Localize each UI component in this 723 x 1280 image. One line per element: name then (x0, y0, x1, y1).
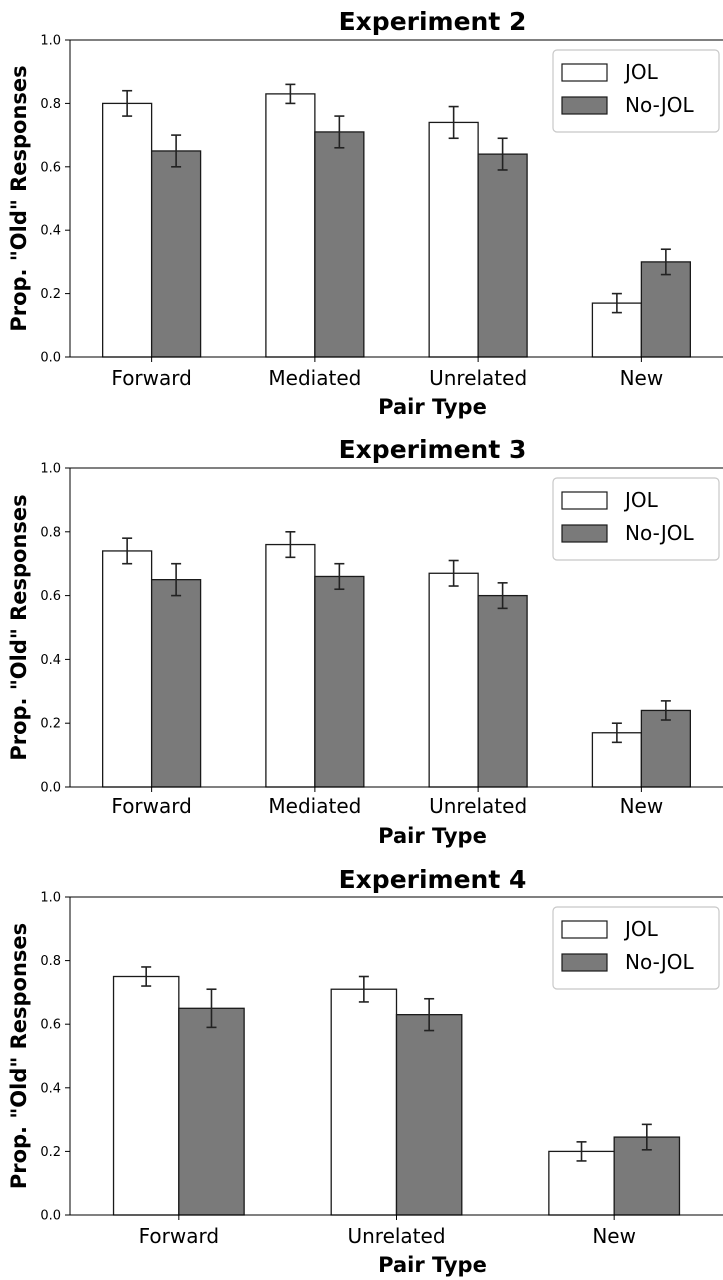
y-tick-label: 1.0 (40, 462, 61, 477)
bar-no-jol-mediated (314, 131, 365, 358)
x-tick-label: Mediated (268, 794, 361, 818)
x-axis-label: Pair Type (378, 395, 487, 419)
legend: JOL No-JOL (552, 906, 720, 990)
y-tick-label: 0.2 (40, 287, 61, 302)
bar-jol-unrelated (428, 572, 479, 788)
x-axis-label: Pair Type (378, 824, 487, 848)
bar-no-jol-forward (178, 1007, 245, 1216)
x-tick-label: Forward (139, 1224, 219, 1248)
x-tick-label: Unrelated (347, 1224, 445, 1248)
y-tick-label: 0.0 (40, 1209, 61, 1224)
bar-no-jol-mediated (314, 575, 365, 788)
legend-swatch-no-jol (561, 953, 608, 972)
y-tick-label: 0.4 (40, 224, 61, 239)
bar-no-jol-forward (150, 150, 202, 358)
bar-no-jol-new (613, 1136, 681, 1216)
bar-no-jol-forward (150, 579, 202, 788)
x-tick-label: New (592, 1224, 636, 1248)
y-tick-label: 0.0 (40, 351, 61, 366)
bar-no-jol-unrelated (477, 153, 528, 358)
x-tick-label: New (620, 366, 664, 390)
legend-label-no-jol: No-JOL (625, 950, 695, 974)
legend-swatch-jol (561, 63, 608, 82)
y-tick-label: 0.8 (40, 97, 61, 112)
bar-jol-unrelated (330, 988, 398, 1216)
legend-label-no-jol: No-JOL (625, 521, 695, 545)
chart-title: Experiment 4 (339, 865, 527, 894)
x-tick-label: Forward (111, 366, 191, 390)
legend: JOL No-JOL (552, 477, 720, 561)
bar-no-jol-new (640, 709, 691, 788)
bar-jol-forward (112, 975, 180, 1216)
y-tick-label: 0.8 (40, 954, 61, 969)
y-tick-label: 1.0 (40, 34, 61, 49)
y-axis-label: Prop. "Old" Responses (7, 923, 31, 1189)
legend-label-no-jol: No-JOL (625, 93, 695, 117)
bar-jol-unrelated (428, 121, 479, 358)
y-tick-label: 0.4 (40, 653, 61, 668)
legend-swatch-jol (561, 491, 608, 510)
y-tick-label: 0.6 (40, 160, 61, 175)
bar-jol-mediated (265, 543, 316, 788)
y-tick-label: 0.6 (40, 1018, 61, 1033)
y-tick-label: 1.0 (40, 891, 61, 906)
y-tick-label: 0.2 (40, 717, 61, 732)
chart-panel-3: Experiment 4 Forward Unrelated New 0.0 0.2 0.4… (7, 865, 723, 1277)
y-tick-label: 0.6 (40, 589, 61, 604)
chart-title: Experiment 3 (339, 435, 527, 464)
legend: JOL No-JOL (552, 49, 720, 133)
legend-label-jol: JOL (623, 917, 659, 941)
y-tick-label: 0.4 (40, 1081, 61, 1096)
x-axis-label: Pair Type (378, 1253, 487, 1277)
bar-no-jol-unrelated (395, 1014, 463, 1216)
chart-panel-2: Experiment 3 Forward Mediated Unrelated New 0… (7, 435, 723, 848)
x-tick-label: New (620, 794, 664, 818)
chart-title: Experiment 2 (339, 7, 527, 36)
bar-jol-mediated (265, 93, 316, 358)
bar-no-jol-new (640, 261, 691, 358)
bar-jol-new (548, 1150, 615, 1216)
y-axis-label: Prop. "Old" Responses (7, 65, 31, 331)
bar-no-jol-unrelated (477, 594, 528, 788)
x-tick-label: Unrelated (429, 366, 527, 390)
legend-label-jol: JOL (623, 488, 659, 512)
y-axis-label: Prop. "Old" Responses (7, 494, 31, 760)
y-tick-label: 0.8 (40, 525, 61, 540)
legend-swatch-jol (561, 920, 608, 939)
y-tick-label: 0.2 (40, 1145, 61, 1160)
bar-jol-forward (102, 550, 153, 788)
bar-jol-forward (102, 102, 153, 358)
x-tick-label: Forward (111, 794, 191, 818)
legend-label-jol: JOL (623, 60, 659, 84)
chart-panel-1: Experiment 2 Forward Mediated Unrelated New 0… (7, 7, 723, 419)
x-tick-label: Unrelated (429, 794, 527, 818)
y-tick-label: 0.0 (40, 781, 61, 796)
x-tick-label: Mediated (268, 366, 361, 390)
legend-swatch-no-jol (561, 524, 608, 543)
legend-swatch-no-jol (561, 96, 608, 115)
